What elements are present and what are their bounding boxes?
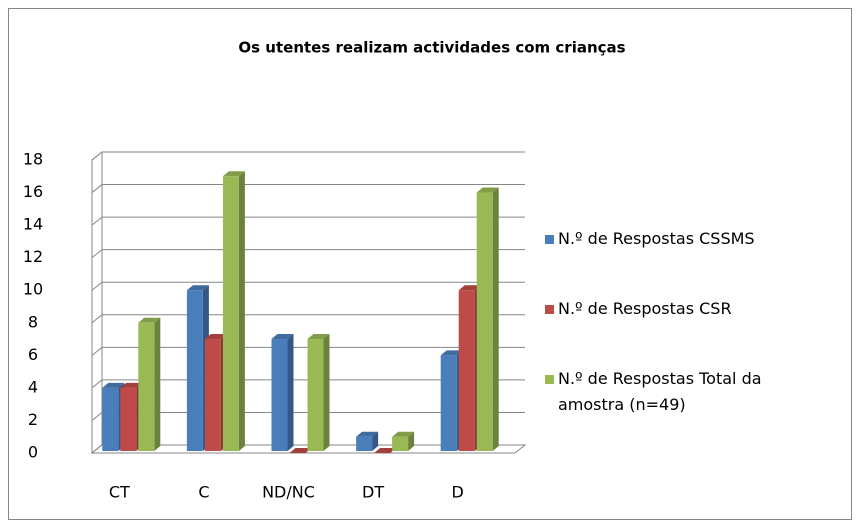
bar xyxy=(440,355,457,451)
bar xyxy=(222,176,239,451)
bar-side xyxy=(323,334,330,451)
legend-item: N.º de Respostas CSSMS xyxy=(545,226,825,252)
bar xyxy=(186,290,203,451)
grid-line xyxy=(91,216,525,226)
y-tick-label: 10 xyxy=(23,280,43,299)
bar-side xyxy=(372,431,379,451)
bar-top xyxy=(271,334,294,340)
bar xyxy=(102,387,119,451)
legend-swatch xyxy=(545,375,554,384)
bar-top xyxy=(392,431,415,437)
bar-top xyxy=(138,317,161,323)
legend: N.º de Respostas CSSMS N.º de Respostas C… xyxy=(545,226,825,462)
grid-line xyxy=(91,281,525,291)
bar-side xyxy=(408,431,415,451)
x-tick-label: DT xyxy=(362,483,384,502)
bar xyxy=(476,192,493,452)
grid-line xyxy=(91,444,525,454)
legend-label: N.º de Respostas CSSMS xyxy=(558,229,755,248)
bar xyxy=(458,290,475,451)
y-tick-label: 0 xyxy=(28,443,38,462)
legend-item: N.º de Respostas CSR xyxy=(545,296,825,322)
legend-label: N.º de Respostas CSR xyxy=(558,299,732,318)
bar xyxy=(356,436,373,451)
y-tick-label: 12 xyxy=(23,247,43,266)
bar xyxy=(138,322,155,451)
bar-top xyxy=(186,285,209,291)
legend-swatch xyxy=(545,235,554,244)
grid-line xyxy=(91,151,525,161)
bar-top xyxy=(440,350,463,356)
bar-top xyxy=(307,334,330,340)
bar-side xyxy=(492,187,499,452)
x-tick-label: CT xyxy=(109,483,130,502)
grid-line xyxy=(91,314,525,324)
bar-top xyxy=(120,382,143,388)
y-tick-label: 4 xyxy=(28,377,38,396)
bar-top xyxy=(476,187,499,193)
bar-top xyxy=(102,382,125,388)
bar-top xyxy=(289,448,312,453)
y-tick-label: 8 xyxy=(28,312,38,331)
legend-item: N.º de Respostas Total da amostra (n=49) xyxy=(545,366,825,418)
chart-title: Os utentes realizam actividades com cria… xyxy=(238,39,625,57)
bar-side xyxy=(238,171,245,451)
grid-line xyxy=(91,411,525,421)
y-tick-label: 14 xyxy=(23,215,43,234)
legend-swatch xyxy=(545,305,554,314)
bar-side xyxy=(154,317,161,451)
bar xyxy=(392,436,409,451)
y-tick-label: 18 xyxy=(23,150,43,169)
bar-top xyxy=(204,334,227,340)
x-tick-label: C xyxy=(198,483,209,502)
y-tick-label: 16 xyxy=(23,182,43,201)
bar-top xyxy=(458,285,481,291)
x-tick-label: D xyxy=(452,483,464,502)
grid-line xyxy=(91,379,525,389)
bar xyxy=(120,387,137,451)
y-tick-label: 2 xyxy=(28,410,38,429)
bar xyxy=(204,339,221,451)
grid-line xyxy=(91,249,525,259)
y-tick-label: 6 xyxy=(28,345,38,364)
x-tick-label: ND/NC xyxy=(262,483,315,502)
bar-side xyxy=(287,334,294,451)
legend-label: N.º de Respostas Total da amostra (n=49) xyxy=(558,369,762,414)
bar-top xyxy=(356,431,379,437)
bar xyxy=(307,339,324,451)
back-wall xyxy=(91,150,103,455)
bar-top xyxy=(222,171,245,177)
grid-line xyxy=(91,346,525,356)
bar-top xyxy=(374,448,397,453)
bar xyxy=(271,339,288,451)
grid-line xyxy=(91,184,525,193)
